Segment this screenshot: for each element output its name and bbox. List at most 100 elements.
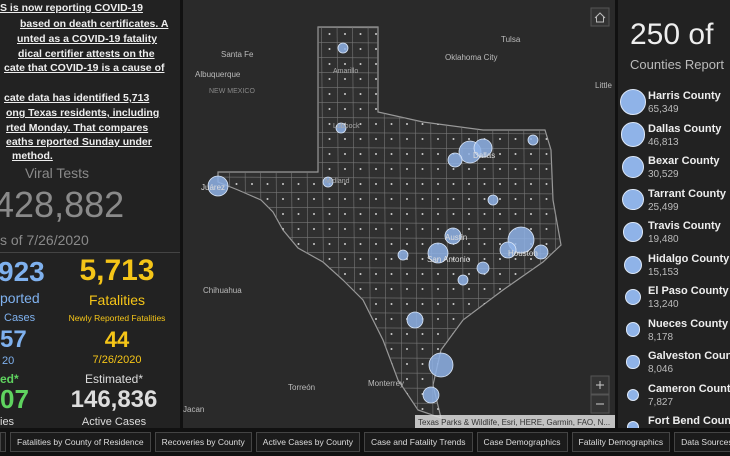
fatalities-label: Fatalities xyxy=(88,292,146,308)
county-dot xyxy=(406,303,408,305)
county-dot xyxy=(545,138,548,140)
county-dot xyxy=(437,213,439,215)
county-dot xyxy=(530,123,532,125)
county-dot xyxy=(266,288,269,290)
county-dot xyxy=(313,273,315,275)
new-cases-date: 20 xyxy=(2,355,15,367)
county-dot xyxy=(468,318,470,320)
county-dot xyxy=(313,333,315,335)
map-canvas: Santa Fe Albuquerque NEW MEXICO Oklahoma… xyxy=(183,7,615,428)
county-dot xyxy=(375,153,377,155)
tab[interactable] xyxy=(0,432,6,452)
tab[interactable]: Fatality Demographics xyxy=(571,432,671,452)
county-dot xyxy=(282,378,284,380)
county-dot xyxy=(437,333,439,335)
county-dot xyxy=(220,243,222,245)
notice-line: cate that COVID-19 is a cause of xyxy=(4,62,165,74)
tab[interactable]: Case Demographics xyxy=(476,432,568,452)
county-dot xyxy=(390,273,393,275)
county-dot xyxy=(452,48,455,50)
county-dot xyxy=(282,48,284,50)
home-button[interactable] xyxy=(590,7,610,27)
county-dot xyxy=(328,258,331,260)
county-dot xyxy=(421,243,424,245)
county-dot xyxy=(235,123,238,125)
county-dot xyxy=(266,273,269,275)
county-dot xyxy=(359,138,362,140)
county-dot xyxy=(297,213,300,215)
county-dot xyxy=(499,243,501,245)
county-dot xyxy=(561,108,563,110)
county-item: El Paso County 13,240 xyxy=(618,281,730,313)
county-dot xyxy=(514,183,517,185)
county-dot xyxy=(390,108,393,110)
county-dot xyxy=(251,318,253,320)
county-dot xyxy=(328,408,331,410)
tab[interactable]: Fatalities by County of Residence xyxy=(10,432,151,452)
case-bubble xyxy=(335,122,347,134)
county-dot xyxy=(359,288,362,290)
tab[interactable]: Recoveries by County xyxy=(154,432,252,452)
county-dot xyxy=(266,33,269,35)
county-dot xyxy=(514,48,517,50)
county-dot xyxy=(328,108,331,110)
tab[interactable]: Data Sources xyxy=(674,432,730,452)
county-dot xyxy=(499,333,501,335)
county-subtitle: Counties Report xyxy=(630,57,724,72)
county-dot xyxy=(545,168,548,170)
county-dot xyxy=(499,318,501,320)
county-dot xyxy=(421,123,424,125)
county-dot xyxy=(390,33,393,35)
county-dot xyxy=(313,123,315,125)
county-dot xyxy=(561,168,563,170)
county-dot xyxy=(452,303,455,305)
county-dot xyxy=(514,273,517,275)
bubbles xyxy=(207,42,549,404)
county-dot xyxy=(625,322,641,337)
county-dot xyxy=(561,228,563,230)
county-dot xyxy=(561,333,563,335)
county-dot xyxy=(329,423,331,425)
county-dot xyxy=(561,138,563,140)
county-dot xyxy=(468,273,470,275)
county-cases: 46,813 xyxy=(648,136,679,148)
county-dot xyxy=(220,273,222,275)
county-dot xyxy=(561,408,563,410)
county-dot xyxy=(624,288,642,306)
county-dot xyxy=(220,393,222,395)
county-dot xyxy=(545,393,548,395)
county-dot xyxy=(530,63,532,65)
county-dot xyxy=(220,108,222,110)
notice-line: S is now reporting COVID-19 xyxy=(0,2,143,14)
new-fatalities-label: Newly Reported Fatalities xyxy=(68,313,166,323)
tab[interactable]: Case and Fatality Trends xyxy=(364,432,473,452)
viral-tests-value: 428,882 xyxy=(0,184,125,225)
county-dot xyxy=(297,318,300,320)
county-dot xyxy=(235,198,238,200)
map[interactable]: Santa Fe Albuquerque NEW MEXICO Oklahoma… xyxy=(183,0,615,428)
attribution: Texas Parks & Wildlife, Esri, HERE, Garm… xyxy=(418,418,610,427)
map-label: Houston xyxy=(508,249,538,258)
county-dot xyxy=(313,243,315,245)
county-dot xyxy=(220,408,222,410)
county-dot xyxy=(452,213,455,215)
county-dot xyxy=(328,333,331,335)
county-dot xyxy=(375,168,377,170)
county-dot xyxy=(514,63,517,65)
county-dot xyxy=(313,228,315,230)
map-label: Monterrey xyxy=(368,379,404,388)
recovered-value: 07 xyxy=(0,384,29,414)
county-name: Dallas County xyxy=(648,122,722,135)
county-dot xyxy=(266,213,269,215)
notice-line: based on death certificates. A xyxy=(20,18,169,30)
county-dot xyxy=(530,378,532,380)
county-dot xyxy=(375,363,377,365)
tab[interactable]: Active Cases by County xyxy=(255,432,361,452)
county-dot xyxy=(452,393,455,395)
county-dot xyxy=(282,93,284,95)
county-dot xyxy=(220,123,222,125)
county-dot xyxy=(545,363,548,365)
county-dot xyxy=(251,63,253,65)
county-dot xyxy=(561,198,563,200)
